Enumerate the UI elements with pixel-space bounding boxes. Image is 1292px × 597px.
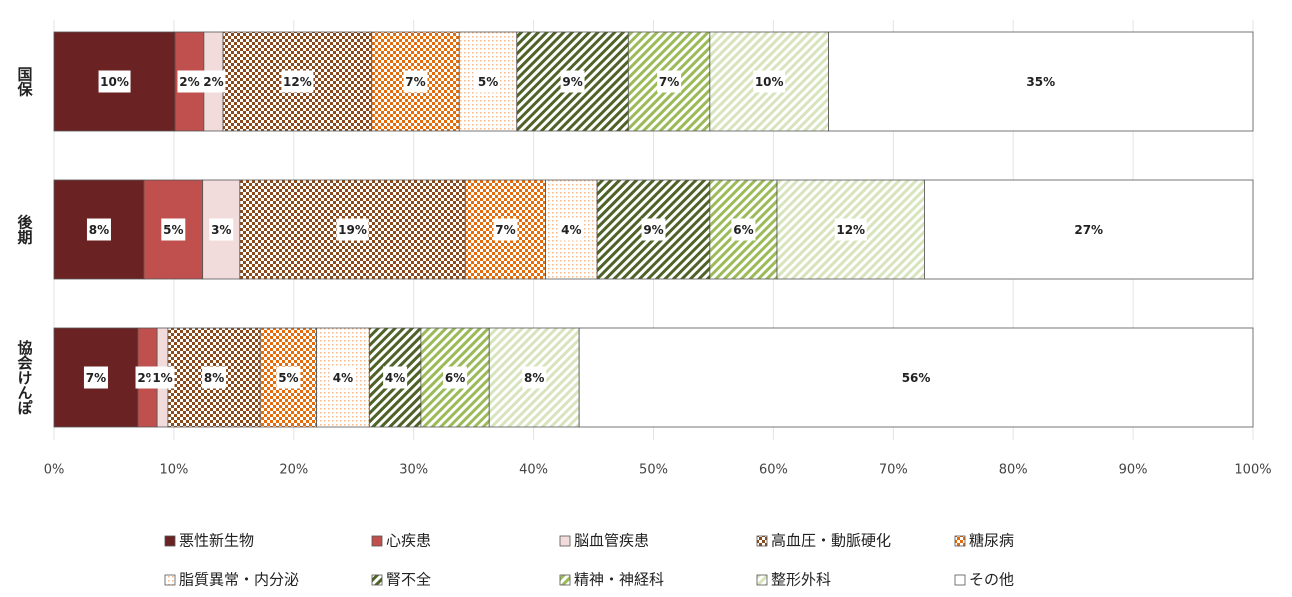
bar-segment <box>53 327 139 428</box>
x-tick-label: 10% <box>159 463 188 478</box>
value-label: 8% <box>89 223 109 237</box>
value-label-box <box>522 366 547 389</box>
value-label-box <box>202 366 227 389</box>
legend-swatch <box>756 535 768 547</box>
x-tick-label: 0% <box>44 463 65 478</box>
value-label: 35% <box>1026 75 1055 89</box>
value-label: 4% <box>561 223 581 237</box>
value-label-box <box>834 218 867 241</box>
legend-label: 心疾患 <box>386 532 431 550</box>
category-label: 後期 <box>16 214 34 246</box>
value-label: 27% <box>1074 223 1103 237</box>
value-label-box <box>86 218 111 241</box>
value-label-box <box>150 366 175 389</box>
x-tick-label: 80% <box>999 463 1028 478</box>
value-label-box <box>161 218 186 241</box>
value-label: 7% <box>405 75 425 89</box>
value-label: 2% <box>179 75 199 89</box>
x-tick-label: 60% <box>759 463 788 478</box>
value-label: 3% <box>211 223 231 237</box>
value-label: 4% <box>385 371 405 385</box>
legend-label: 高血圧・動脈硬化 <box>771 532 891 550</box>
value-label: 5% <box>278 371 298 385</box>
legend-swatch <box>954 574 966 586</box>
value-label-box <box>753 70 786 93</box>
value-label: 7% <box>495 223 515 237</box>
legend-swatch <box>756 574 768 586</box>
x-tick-label: 20% <box>279 463 308 478</box>
legend-swatch <box>371 535 383 547</box>
value-label-box <box>383 366 408 389</box>
legend-label: 脂質異常・内分泌 <box>179 571 299 589</box>
value-label-box <box>900 366 933 389</box>
value-label: 2% <box>203 75 223 89</box>
legend-swatch <box>371 574 383 586</box>
value-label: 9% <box>643 223 663 237</box>
value-label-box <box>559 218 584 241</box>
value-label: 7% <box>86 371 106 385</box>
value-label: 8% <box>524 371 544 385</box>
value-label-box <box>476 70 501 93</box>
value-label-box <box>276 366 301 389</box>
value-label-box <box>336 218 369 241</box>
value-label: 6% <box>445 371 465 385</box>
value-label-box <box>98 70 131 93</box>
legend-swatch <box>164 535 176 547</box>
value-label-box <box>443 366 468 389</box>
value-label-box <box>731 218 756 241</box>
legend-label: 腎不全 <box>386 571 431 589</box>
x-tick-label: 90% <box>1119 463 1148 478</box>
value-label-box <box>281 70 314 93</box>
x-tick-label: 70% <box>879 463 908 478</box>
value-label: 9% <box>562 75 582 89</box>
value-label: 10% <box>100 75 129 89</box>
value-label: 4% <box>333 371 353 385</box>
value-label-box <box>493 218 518 241</box>
category-label: 協会けんぽ <box>16 339 34 415</box>
x-tick-label: 50% <box>639 463 668 478</box>
x-tick-label: 30% <box>399 463 428 478</box>
legend-label: 整形外科 <box>771 571 831 589</box>
x-tick-label: 100% <box>1234 463 1271 478</box>
legend-label: 脳血管疾患 <box>574 532 649 550</box>
value-label-box <box>83 366 108 389</box>
legend-swatch <box>559 574 571 586</box>
legend-label: その他 <box>969 571 1014 589</box>
legend-swatch <box>164 574 176 586</box>
value-label-box <box>657 70 682 93</box>
value-label: 5% <box>163 223 183 237</box>
value-label-box <box>1072 218 1105 241</box>
value-label-box <box>403 70 428 93</box>
value-label-box <box>209 218 234 241</box>
value-label-box <box>1024 70 1057 93</box>
value-label: 7% <box>659 75 679 89</box>
value-label-box <box>560 70 585 93</box>
legend-swatch <box>559 535 571 547</box>
value-label-box <box>330 366 355 389</box>
category-label: 国保 <box>16 67 34 98</box>
value-label-box <box>201 70 226 93</box>
legend-swatch <box>954 535 966 547</box>
value-label: 12% <box>283 75 312 89</box>
value-label: 8% <box>204 371 224 385</box>
legend-label: 糖尿病 <box>969 532 1014 550</box>
value-label: 6% <box>733 223 753 237</box>
x-tick-label: 40% <box>519 463 548 478</box>
value-label: 5% <box>478 75 498 89</box>
value-label-box <box>177 70 202 93</box>
value-label: 12% <box>836 223 865 237</box>
value-label: 19% <box>338 223 367 237</box>
value-label: 10% <box>755 75 784 89</box>
value-label-box <box>641 218 666 241</box>
legend-label: 悪性新生物 <box>179 532 254 550</box>
legend-label: 精神・神経科 <box>574 571 664 589</box>
value-label: 1% <box>152 371 172 385</box>
value-label: 56% <box>902 371 931 385</box>
